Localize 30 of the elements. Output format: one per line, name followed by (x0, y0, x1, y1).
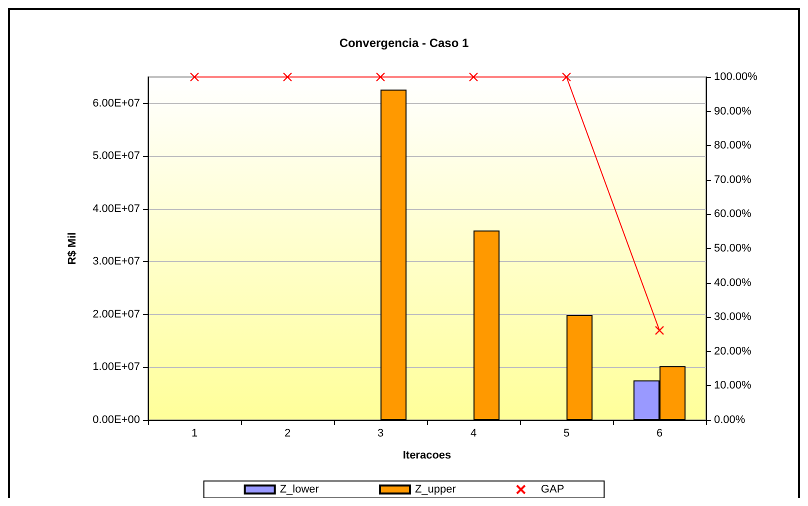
y2-tick-label: 20.00% (714, 345, 752, 358)
x-tick-label: 5 (563, 428, 570, 440)
y-tick-label: 3.00E+07 (92, 256, 140, 268)
x-tick-label: 2 (284, 428, 291, 440)
y2-tick-label: 30.00% (714, 311, 752, 324)
y2-tick-label: 50.00% (714, 242, 752, 254)
y2-tick-label: 90.00% (714, 105, 752, 118)
x-tick-label: 6 (656, 428, 663, 440)
y-tick-label: 0.00E+00 (92, 414, 140, 426)
legend-label: GAP (540, 484, 564, 496)
y2-tick-label: 80.00% (714, 140, 752, 152)
legend-label: Z_upper (414, 484, 456, 496)
y-tick-label: 2.00E+07 (92, 308, 140, 320)
x-tick-label: 3 (377, 428, 384, 440)
x-axis-title: Iteracoes (402, 450, 452, 462)
y-tick-label: 1.00E+07 (92, 361, 140, 374)
y2-tick-label: 60.00% (714, 208, 752, 220)
y2-tick-label: 0.00% (714, 414, 746, 426)
y2-tick-label: 100.00% (714, 71, 758, 83)
x-tick-label: 4 (470, 428, 477, 440)
x-tick-label: 1 (191, 428, 198, 440)
chart-title: Convergencia - Caso 1 (339, 36, 470, 50)
legend-label: Z_lower (280, 484, 320, 496)
y2-tick-label: 70.00% (714, 174, 752, 186)
y-tick-label: 5.00E+07 (92, 150, 140, 162)
y2-tick-label: 40.00% (714, 276, 752, 289)
y2-tick-label: 10.00% (714, 380, 752, 392)
y-axis-title: R$ Mil (66, 232, 78, 265)
y-tick-label: 6.00E+07 (92, 97, 140, 110)
y-tick-label: 4.00E+07 (92, 202, 140, 215)
